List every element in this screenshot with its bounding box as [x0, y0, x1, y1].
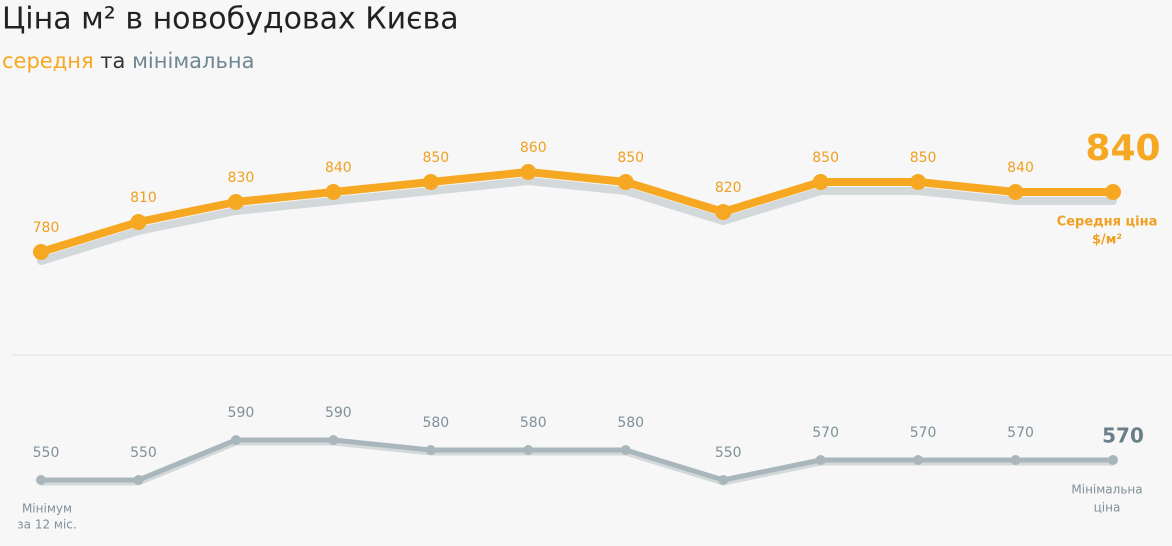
- point: [620, 445, 631, 455]
- point: [1007, 184, 1024, 200]
- data-label: 850: [812, 150, 839, 166]
- data-label: 850: [422, 150, 449, 166]
- point: [422, 174, 439, 190]
- data-label: 580: [520, 415, 547, 431]
- chart-title: Ціна м² в новобудовах Києва: [2, 2, 459, 37]
- point: [33, 244, 49, 260]
- point: [130, 214, 147, 230]
- data-label: 840: [1007, 160, 1034, 176]
- data-label: 550: [715, 445, 742, 461]
- point: [36, 475, 46, 485]
- end-value-label: 570: [1102, 424, 1144, 448]
- point: [715, 204, 732, 220]
- end-note: ціна: [1094, 501, 1121, 515]
- data-label: 550: [33, 445, 60, 461]
- line-shadow: [38, 440, 1116, 486]
- point: [1108, 455, 1118, 465]
- point: [812, 174, 829, 190]
- point: [328, 435, 339, 445]
- start-note: за 12 міс.: [17, 518, 76, 532]
- point: [230, 435, 241, 445]
- data-label: 590: [228, 405, 255, 421]
- data-label: 850: [617, 150, 644, 166]
- point: [133, 475, 144, 485]
- point: [913, 455, 924, 465]
- data-label: 550: [130, 445, 157, 461]
- line: [38, 437, 1116, 483]
- point: [520, 164, 537, 180]
- data-label: 860: [520, 140, 547, 156]
- data-label: 570: [910, 425, 937, 441]
- point: [523, 445, 534, 455]
- data-label: 850: [910, 150, 937, 166]
- point: [425, 445, 436, 455]
- start-note: Мінімум: [22, 502, 72, 516]
- end-value-label: 840: [1085, 128, 1160, 169]
- point: [1010, 455, 1021, 465]
- data-label: 590: [325, 405, 352, 421]
- point: [617, 174, 634, 190]
- data-label: 570: [1007, 425, 1034, 441]
- point: [718, 475, 729, 485]
- subtitle-minimum: мінімальна: [132, 49, 254, 73]
- data-label: 830: [228, 170, 255, 186]
- data-label: 780: [33, 220, 60, 236]
- line-shadow: [37, 177, 1117, 265]
- data-label: 840: [325, 160, 352, 176]
- subtitle-and: та: [100, 49, 125, 73]
- data-label: 580: [617, 415, 644, 431]
- data-label: 810: [130, 190, 157, 206]
- point: [227, 194, 244, 210]
- subtitle-average: середня: [2, 49, 94, 73]
- line: [37, 168, 1117, 256]
- end-note: Середня ціна: [1057, 215, 1158, 230]
- data-label: 580: [422, 415, 449, 431]
- point: [1105, 184, 1121, 200]
- point: [325, 184, 342, 200]
- subtitle: середня та мінімальна: [2, 49, 254, 73]
- data-label: 820: [715, 180, 742, 196]
- end-note: $/м²: [1092, 233, 1122, 248]
- point: [815, 455, 826, 465]
- end-note: Мінімальна: [1071, 483, 1142, 497]
- data-label: 570: [812, 425, 839, 441]
- point: [910, 174, 927, 190]
